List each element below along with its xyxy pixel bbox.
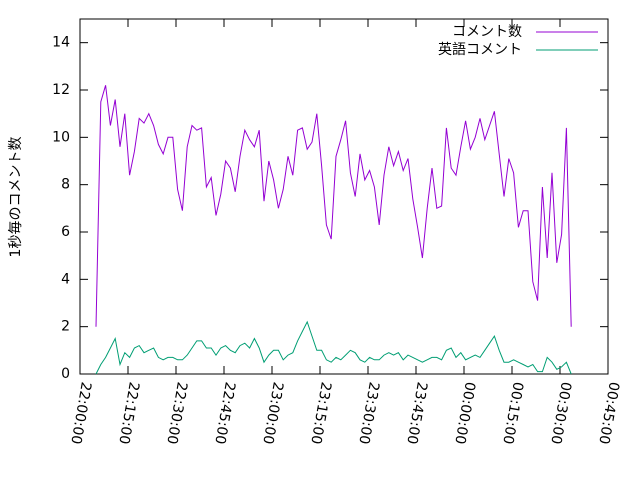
- y-tick-label: 6: [61, 224, 70, 240]
- series-line: [95, 85, 572, 327]
- y-tick-label: 14: [52, 35, 70, 51]
- x-tick-label: 22:15:00: [115, 381, 142, 446]
- x-tick-label: 00:00:00: [451, 381, 478, 446]
- y-tick-label: 0: [61, 366, 70, 382]
- y-tick-label: 10: [52, 129, 70, 145]
- legend-label: 英語コメント: [438, 41, 522, 58]
- series-line: [95, 320, 572, 375]
- x-tick-label: 22:00:00: [67, 381, 94, 446]
- y-tick-label: 8: [61, 177, 70, 193]
- x-tick-label: 23:45:00: [403, 381, 430, 446]
- x-tick-label: 22:45:00: [211, 381, 238, 446]
- y-tick-label: 2: [61, 319, 70, 335]
- x-tick-label: 23:15:00: [307, 381, 334, 446]
- x-tick-label: 22:30:00: [163, 381, 190, 446]
- x-tick-label: 23:30:00: [355, 381, 382, 446]
- y-axis-label: 1秒毎のコメント数: [8, 137, 24, 258]
- plot-border: [79, 18, 609, 375]
- legend-label: コメント数: [452, 24, 522, 40]
- x-tick-label: 23:00:00: [259, 381, 286, 446]
- x-tick-label: 00:45:00: [595, 381, 622, 446]
- x-tick-label: 00:15:00: [499, 381, 526, 446]
- y-tick-label: 12: [52, 82, 70, 98]
- x-tick-label: 00:30:00: [547, 381, 574, 446]
- y-tick-label: 4: [61, 271, 70, 287]
